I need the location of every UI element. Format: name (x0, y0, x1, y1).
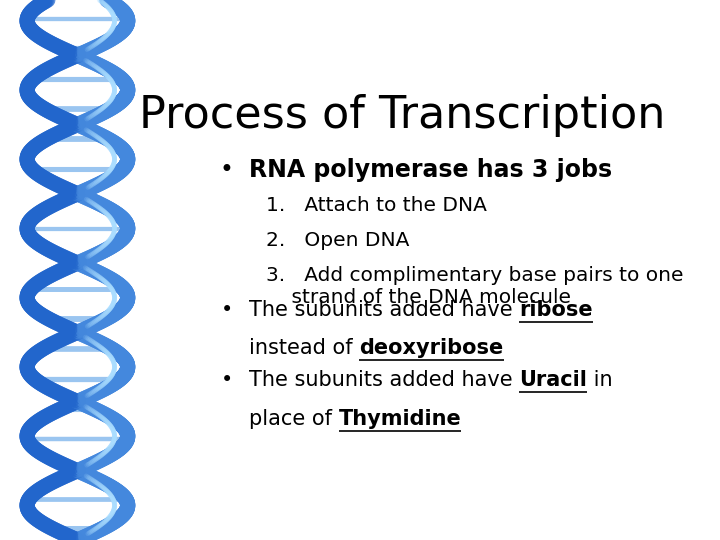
Text: Uracil: Uracil (519, 370, 587, 390)
Text: place of: place of (249, 409, 338, 429)
Text: RNA polymerase has 3 jobs: RNA polymerase has 3 jobs (249, 158, 612, 183)
Text: 3.   Add complimentary base pairs to one
    strand of the DNA molecule: 3. Add complimentary base pairs to one s… (266, 266, 683, 307)
Text: deoxyribose: deoxyribose (359, 338, 503, 358)
Text: The subunits added have: The subunits added have (249, 370, 519, 390)
Text: •: • (220, 300, 233, 320)
Text: 2.   Open DNA: 2. Open DNA (266, 231, 409, 250)
Text: Process of Transcription: Process of Transcription (139, 94, 666, 137)
Text: •: • (220, 158, 234, 183)
Text: •: • (220, 370, 233, 390)
Text: ribose: ribose (519, 300, 593, 320)
Text: Thymidine: Thymidine (338, 409, 462, 429)
Text: instead of: instead of (249, 338, 359, 358)
Text: 1.   Attach to the DNA: 1. Attach to the DNA (266, 196, 487, 215)
Text: in: in (587, 370, 613, 390)
Text: The subunits added have: The subunits added have (249, 300, 519, 320)
